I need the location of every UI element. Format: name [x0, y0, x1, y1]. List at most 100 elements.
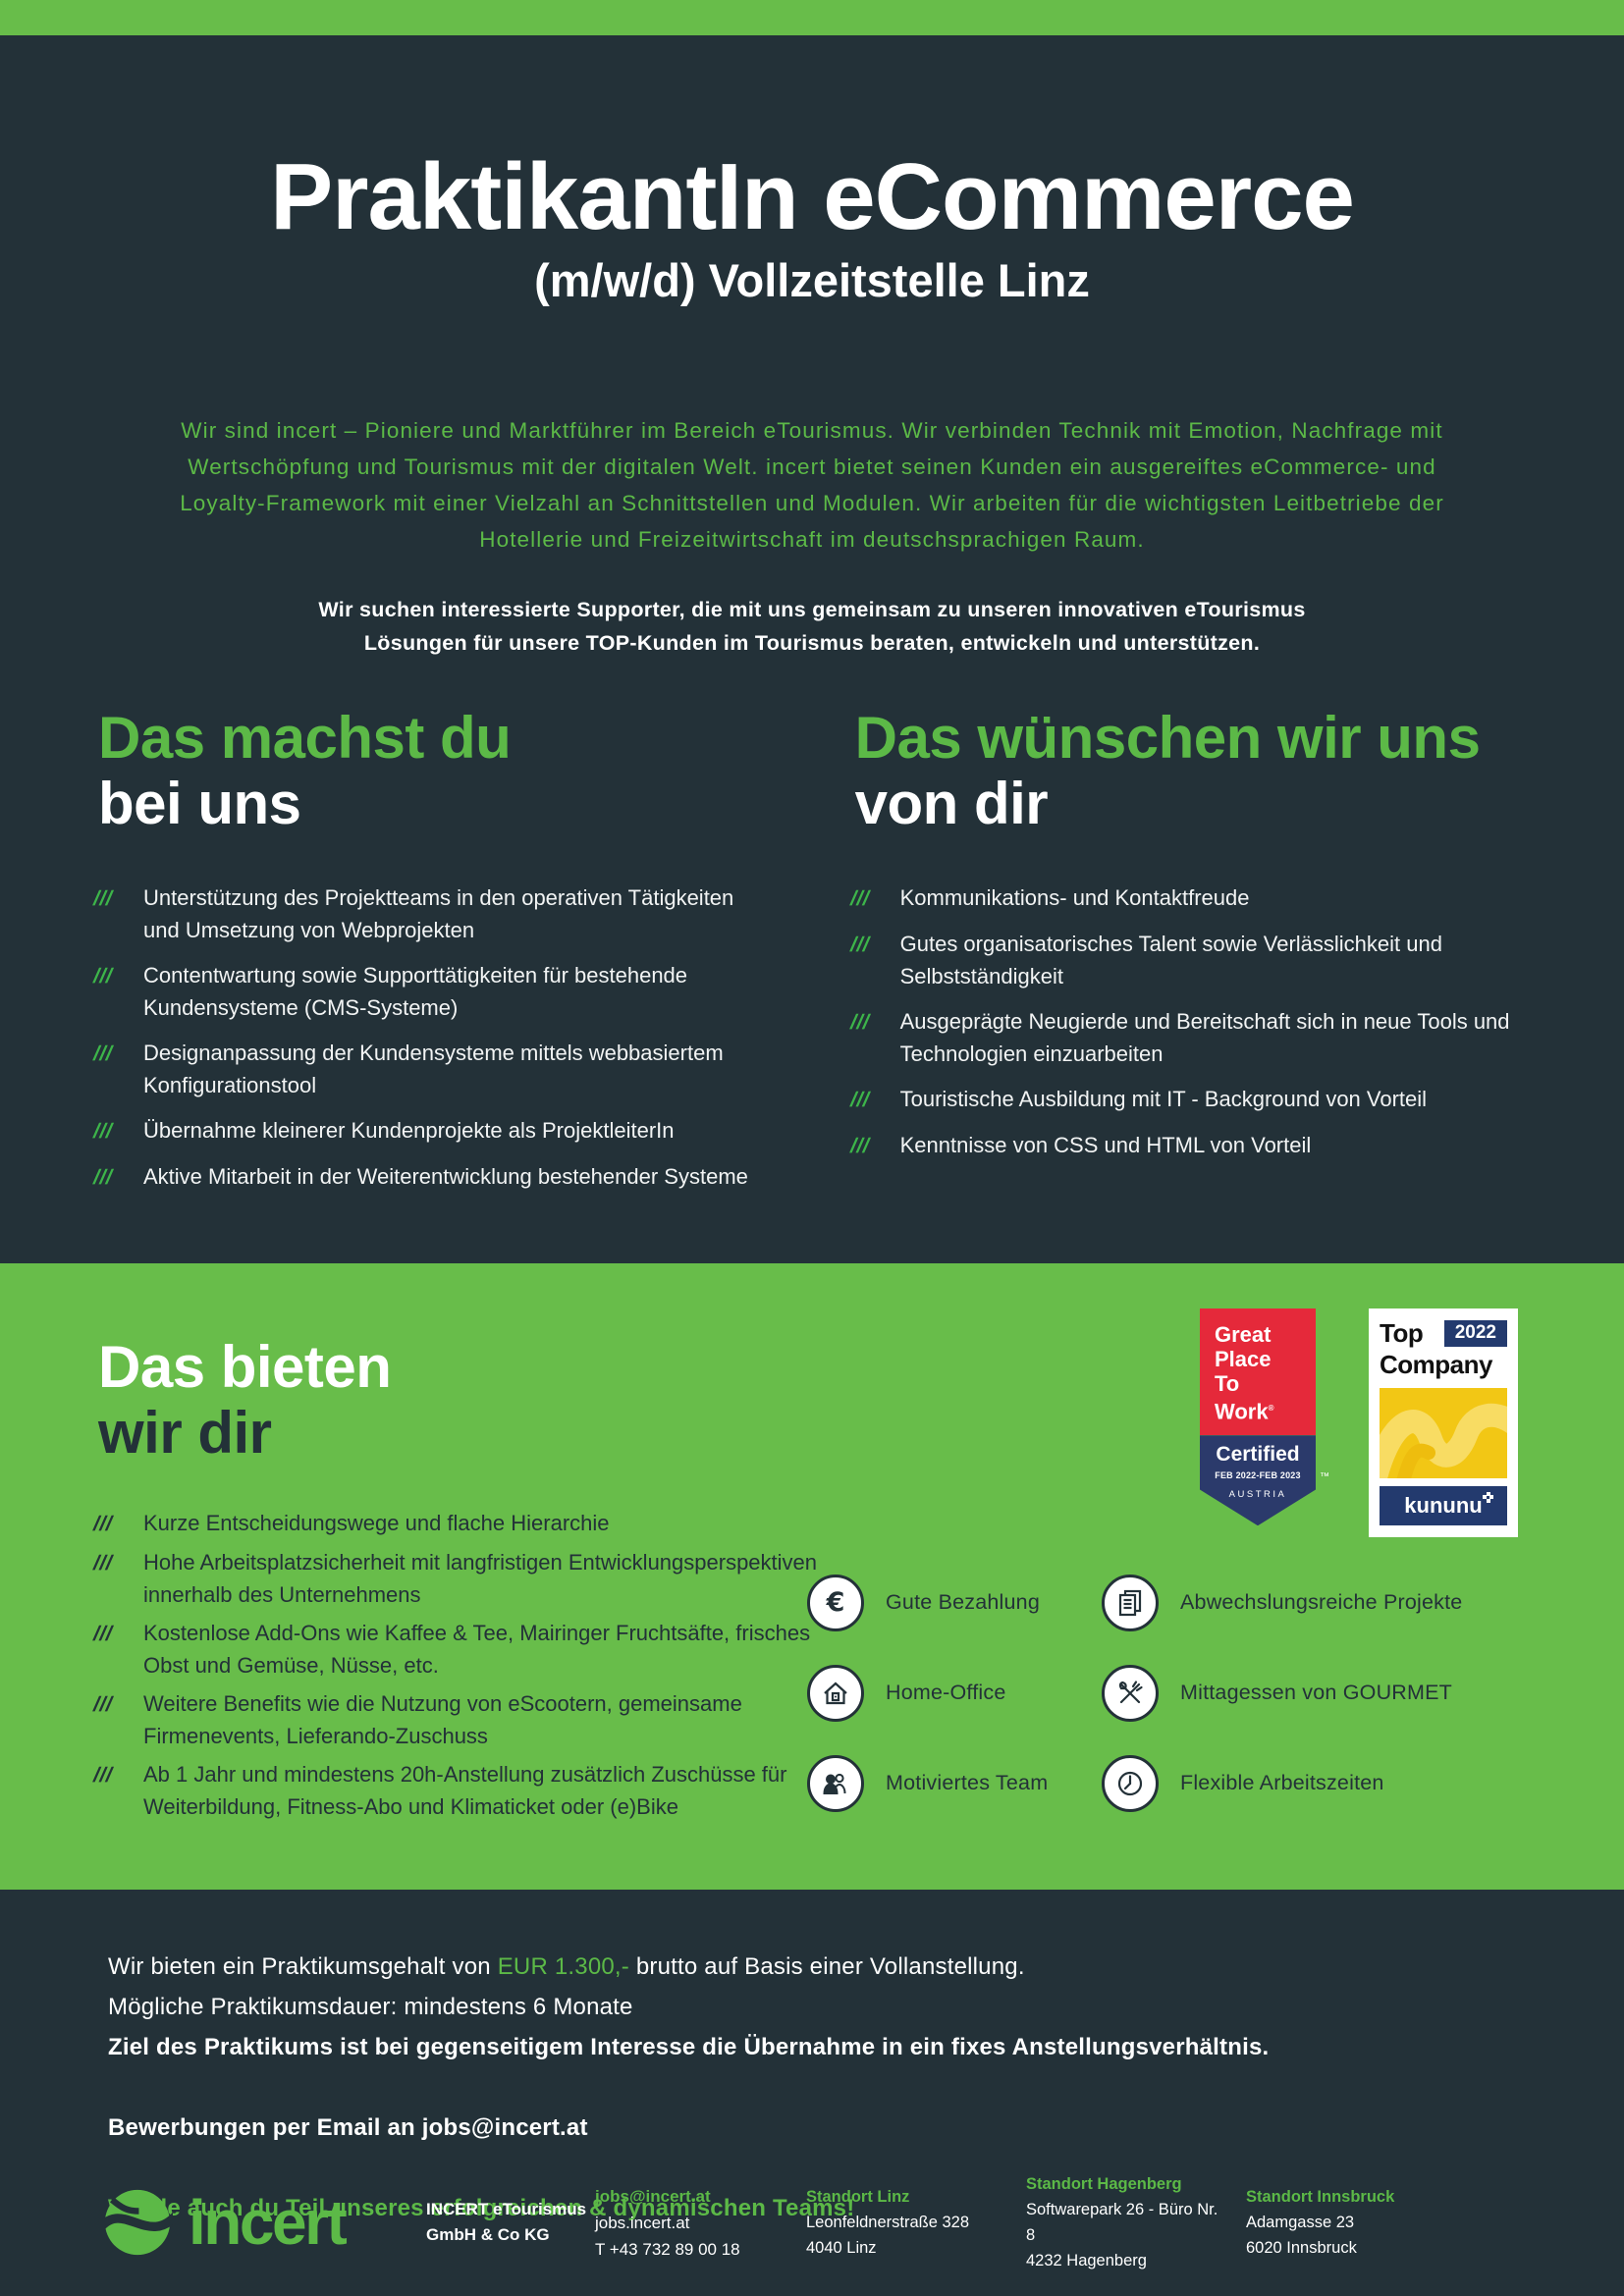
clock-icon [1102, 1754, 1159, 1812]
documents-icon [1102, 1574, 1159, 1631]
list-item: /// Übernahme kleinerer Kundenprojekte al… [91, 1114, 769, 1148]
tasks-heading: Das machst du bei uns [98, 705, 769, 836]
tasks-list: /// Unterstützung des Projektteams in den… [91, 881, 769, 1194]
list-item-text: Übernahme kleinerer Kundenprojekte als P… [143, 1117, 675, 1143]
triple-slash-icon: /// [90, 1764, 116, 1788]
triple-slash-icon: /// [847, 933, 873, 956]
gptw-certified-panel: Certified FEB 2022-FEB 2023 AUSTRIA [1200, 1435, 1316, 1526]
footer-contact: jobs@incert.at jobs.incert.at T +43 732 … [595, 2183, 806, 2263]
list-item-text: Weitere Benefits wie die Nutzung von eSc… [143, 1691, 742, 1749]
gptw-logo-text: Great Place To Work® [1200, 1308, 1316, 1436]
location-street: Leonfeldnerstraße 328 [806, 2214, 970, 2231]
list-item-text: Contentwartung sowie Supporttätigkeiten … [143, 962, 688, 1020]
kununu-top-label: Top [1380, 1317, 1424, 1348]
columns-section: Das machst du bei uns /// Unterstützung de… [0, 705, 1624, 1206]
wishes-heading: Das wünschen wir uns von dir [855, 705, 1526, 836]
list-item: /// Designanpassung der Kundensysteme mit… [91, 1037, 769, 1101]
list-item-text: Unterstützung des Projektteams in den op… [143, 884, 734, 942]
list-item: /// Kurze Entscheidungswege und flache Hi… [91, 1507, 830, 1540]
perk-label: Home-Office [886, 1681, 1006, 1705]
offer-list: /// Kurze Entscheidungswege und flache Hi… [91, 1507, 830, 1823]
perk-label: Flexible Arbeitszeiten [1180, 1771, 1384, 1795]
triple-slash-icon: /// [847, 886, 873, 910]
section-closing: Wir bieten ein Praktikumsgehalt von EUR … [0, 1890, 1624, 2228]
list-item: /// Gutes organisatorisches Talent sowie … [847, 928, 1526, 992]
list-item: /// Kostenlose Add-Ons wie Kaffee & Tee, … [91, 1617, 830, 1682]
company-intro: Wir sind incert – Pioniere und Marktführ… [180, 417, 1444, 552]
list-item: /// Weitere Benefits wie die Nutzung von … [91, 1687, 830, 1752]
company-line: INCERT eTourismus [426, 2200, 587, 2218]
perk-item: Motiviertes Team [807, 1738, 1102, 1829]
list-item-text: Kurze Entscheidungswege und flache Hiera… [143, 1511, 610, 1536]
trademark-mark: ™ [1320, 1471, 1329, 1483]
location-city: 4040 Linz [806, 2239, 877, 2257]
triple-slash-icon: /// [847, 1134, 873, 1157]
gptw-period: FEB 2022-FEB 2023 [1215, 1470, 1301, 1481]
incert-logo: incert [102, 2187, 426, 2258]
list-item: /// Ausgeprägte Neugierde und Bereitschaf… [847, 1005, 1526, 1070]
location-innsbruck: Standort Innsbruck Adamgasse 23 6020 Inn… [1246, 2184, 1442, 2261]
list-item: /// Kommunikations- und Kontaktfreude [847, 881, 1526, 915]
list-item: /// Kenntnisse von CSS und HTML von Vorte… [847, 1129, 1526, 1162]
list-item-text: Kostenlose Add-Ons wie Kaffee & Tee, Mai… [143, 1621, 811, 1679]
list-item: /// Contentwartung sowie Supporttätigkeit… [91, 959, 769, 1024]
triple-slash-icon: /// [90, 1041, 116, 1065]
gptw-line: To [1215, 1370, 1240, 1396]
apply-line: Bewerbungen per Email an jobs@incert.at [108, 2113, 588, 2141]
list-item: /// Ab 1 Jahr und mindestens 20h-Anstellu… [91, 1758, 830, 1823]
duration-line: Mögliche Praktikumsdauer: mindestens 6 M… [108, 1993, 633, 2020]
salary-line: Wir bieten ein Praktikumsgehalt von EUR … [108, 1947, 1516, 1987]
location-linz: Standort Linz Leonfeldnerstraße 328 4040… [806, 2184, 1002, 2261]
incert-wordmark: incert [189, 2187, 348, 2258]
kununu-year: 2022 [1443, 1319, 1507, 1347]
cta-line: Werde auch du Teil unseres erfolgreichen… [108, 2194, 855, 2221]
perk-item: Flexible Arbeitszeiten [1102, 1738, 1553, 1829]
award-badges: Great Place To Work® Certified FEB 2022-… [1200, 1308, 1518, 1537]
top-accent-bar [0, 0, 1624, 35]
list-item: /// Unterstützung des Projektteams in den… [91, 881, 769, 946]
location-name: Standort Innsbruck [1246, 2188, 1395, 2206]
wishes-heading-line1: Das wünschen wir uns [854, 704, 1481, 771]
page-subtitle: (m/w/d) Vollzeitstelle Linz [534, 253, 1090, 306]
tasks-heading-line2: bei uns [98, 770, 301, 836]
list-item-text: Kommunikations- und Kontaktfreude [899, 884, 1250, 910]
wishes-heading-line2: von dir [854, 770, 1049, 836]
list-item-text: Touristische Ausbildung mit IT - Backgro… [899, 1086, 1428, 1111]
triple-slash-icon: /// [847, 1010, 873, 1034]
page-title: PraktikantIn eCommerce [270, 144, 1355, 249]
location-street: Adamgasse 23 [1246, 2214, 1355, 2231]
kununu-top-row: Top 2022 [1380, 1318, 1507, 1349]
perk-grid: € Gute Bezahlung Abwechslungsreiche Proj… [807, 1558, 1553, 1829]
section-wishes: Das wünschen wir uns von dir /// Kommunika… [847, 705, 1526, 1206]
triple-slash-icon: /// [90, 1693, 116, 1717]
header: PraktikantIn eCommerce (m/w/d) Vollzeits… [0, 0, 1624, 660]
location-street: Softwarepark 26 - Büro Nr. 8 [1026, 2201, 1218, 2244]
footer: incert INCERT eTourismus GmbH & Co KG jo… [0, 2149, 1624, 2296]
perk-label: Abwechslungsreiche Projekte [1180, 1590, 1463, 1615]
list-item-text: Kenntnisse von CSS und HTML von Vorteil [899, 1132, 1312, 1157]
goal-line: Ziel des Praktikums ist bei gegenseitige… [108, 2033, 1270, 2060]
list-item: /// Touristische Ausbildung mit IT - Back… [847, 1083, 1526, 1116]
section-tasks: Das machst du bei uns /// Unterstützung de… [91, 705, 769, 1206]
kununu-swirl-graphic [1380, 1403, 1507, 1478]
salary-prefix: Wir bieten ein Praktikumsgehalt von [108, 1952, 498, 1980]
triple-slash-icon: /// [847, 1088, 873, 1111]
euro-icon: € [807, 1574, 864, 1631]
triple-slash-icon: /// [90, 964, 116, 988]
gptw-line: Great [1215, 1321, 1272, 1347]
great-place-to-work-badge: Great Place To Work® Certified FEB 2022-… [1200, 1308, 1329, 1526]
triple-slash-icon: /// [90, 1623, 116, 1646]
offer-heading-line1: Das bieten [98, 1333, 392, 1400]
company-line: GmbH & Co KG [426, 2225, 550, 2244]
triple-slash-icon: /// [90, 1165, 116, 1189]
salary-amount: EUR 1.300,- [497, 1952, 629, 1980]
perk-label: Motiviertes Team [886, 1771, 1049, 1795]
offer-heading-line2: wir dir [98, 1400, 272, 1467]
perk-item: Home-Office [807, 1648, 1102, 1738]
kununu-brand-bar: kununu [1380, 1485, 1507, 1525]
gptw-certified-label: Certified [1216, 1443, 1300, 1467]
home-icon [807, 1664, 864, 1722]
location-name: Standort Hagenberg [1026, 2175, 1182, 2193]
registered-mark: ® [1268, 1403, 1274, 1413]
